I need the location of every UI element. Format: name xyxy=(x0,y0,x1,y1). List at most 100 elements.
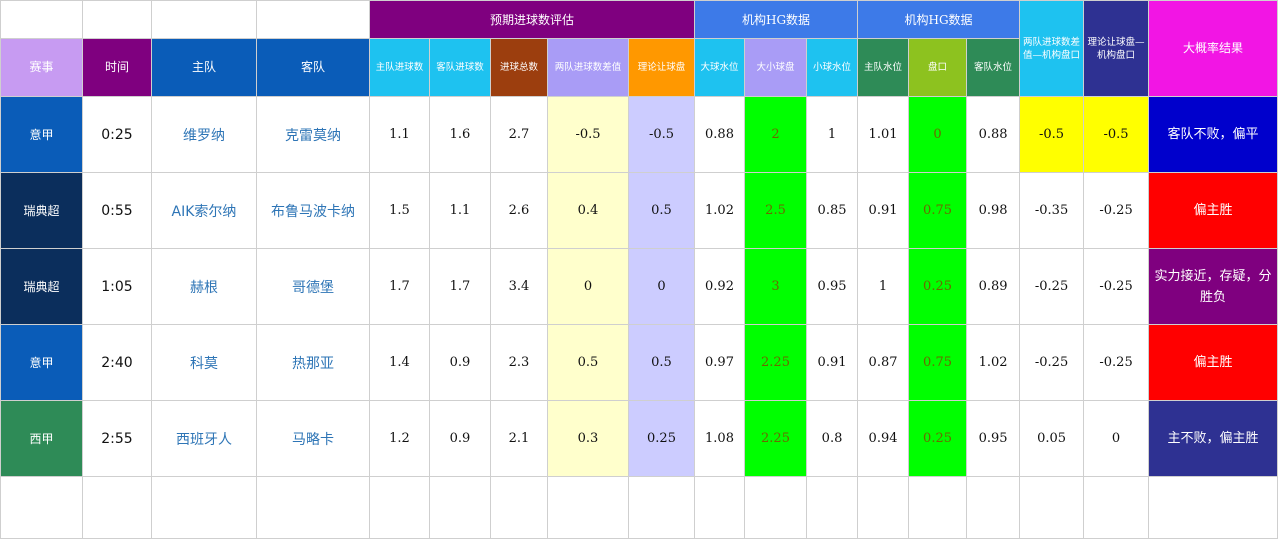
home-goals-cell: 1.5 xyxy=(369,172,430,249)
handicap-cell: 0 xyxy=(908,96,968,173)
time-cell: 1:05 xyxy=(82,248,152,325)
theory-minus-line-cell: -0.25 xyxy=(1083,172,1150,249)
blank-cell xyxy=(547,476,629,539)
home-goals-cell: 1.1 xyxy=(369,96,430,173)
away-team-cell: 热那亚 xyxy=(256,324,370,401)
goal-diff-cell: -0.5 xyxy=(547,96,629,173)
blank-cell xyxy=(744,476,808,539)
away-goals-cell: 1.1 xyxy=(429,172,491,249)
away-odds-cell: 0.89 xyxy=(966,248,1021,325)
result-cell: 偏主胜 xyxy=(1148,172,1279,249)
group-expected-goals: 预期进球数评估 xyxy=(368,0,696,39)
col-handicap: 盘口 xyxy=(908,38,968,97)
goal-diff-cell: 0.5 xyxy=(547,324,629,401)
blank-cell xyxy=(806,476,859,539)
blank-cell xyxy=(151,476,257,539)
time-cell: 2:55 xyxy=(82,400,152,477)
under-odds-cell: 1 xyxy=(806,96,859,173)
away-team-cell: 哥德堡 xyxy=(256,248,370,325)
away-goals-cell: 0.9 xyxy=(429,400,491,477)
handicap-cell: 0.25 xyxy=(908,248,968,325)
col-league: 赛事 xyxy=(0,38,83,97)
home-odds-cell: 1.01 xyxy=(857,96,910,173)
league-cell: 瑞典超 xyxy=(0,248,83,325)
blank-cell xyxy=(256,476,370,539)
col-time: 时间 xyxy=(82,38,152,97)
result-cell: 偏主胜 xyxy=(1148,324,1279,401)
diff-minus-line-cell: -0.25 xyxy=(1019,248,1085,325)
away-goals-cell: 0.9 xyxy=(429,324,491,401)
goal-diff-cell: 0.4 xyxy=(547,172,629,249)
total-goals-cell: 2.3 xyxy=(490,324,548,401)
away-goals-cell: 1.6 xyxy=(429,96,491,173)
col-under-odds: 小球水位 xyxy=(806,38,859,97)
col-theory-minus-line: 理论让球盘— 机构盘口 xyxy=(1083,0,1150,97)
table-row: 意甲 2:40 科莫 热那亚 1.4 0.9 2.3 0.5 0.5 0.97 … xyxy=(0,324,1279,401)
blank-cell xyxy=(0,476,83,539)
col-away: 客队 xyxy=(256,38,370,97)
theory-minus-line-cell: -0.25 xyxy=(1083,324,1150,401)
over-odds-cell: 0.92 xyxy=(694,248,746,325)
blank-cell xyxy=(966,476,1021,539)
col-diff-minus-line: 两队进球数差 值—机构盘口 xyxy=(1019,0,1085,97)
total-goals-cell: 2.6 xyxy=(490,172,548,249)
blank-cell xyxy=(627,476,696,539)
under-odds-cell: 0.91 xyxy=(806,324,859,401)
ou-line-cell: 2.25 xyxy=(744,400,808,477)
table-row: 瑞典超 0:55 AIK索尔纳 布鲁马波卡纳 1.5 1.1 2.6 0.4 0… xyxy=(0,172,1279,249)
ou-line-cell: 2 xyxy=(744,96,808,173)
away-odds-cell: 0.95 xyxy=(966,400,1021,477)
blank-cell xyxy=(1148,476,1279,539)
table-row: 西甲 2:55 西班牙人 马略卡 1.2 0.9 2.1 0.3 0.25 1.… xyxy=(0,400,1279,477)
diff-minus-line-cell: -0.25 xyxy=(1019,324,1085,401)
blank-cell xyxy=(0,0,83,39)
col-result: 大概率结果 xyxy=(1148,0,1279,97)
col-home: 主队 xyxy=(151,38,257,97)
ou-line-cell: 2.5 xyxy=(744,172,808,249)
total-goals-cell: 2.1 xyxy=(490,400,548,477)
col-goal-diff: 两队进球数差值 xyxy=(547,38,629,97)
group-hg-ou: 机构HG数据 xyxy=(694,0,859,39)
blank-cell xyxy=(151,0,257,39)
goal-diff-cell: 0 xyxy=(547,248,629,325)
home-odds-cell: 1 xyxy=(857,248,910,325)
col-ou-line: 大小球盘 xyxy=(744,38,808,97)
home-odds-cell: 0.94 xyxy=(857,400,910,477)
time-cell: 0:55 xyxy=(82,172,152,249)
blank-cell xyxy=(857,476,910,539)
diff-minus-line-cell: -0.5 xyxy=(1019,96,1085,173)
home-odds-cell: 0.91 xyxy=(857,172,910,249)
theory-handicap-cell: 0 xyxy=(627,248,696,325)
group-header-row: 预期进球数评估 机构HG数据 机构HG数据 两队进球数差 值—机构盘口 理论让球盘… xyxy=(0,0,1279,97)
total-goals-cell: 3.4 xyxy=(490,248,548,325)
goal-diff-cell: 0.3 xyxy=(547,400,629,477)
col-home-goals: 主队进球数 xyxy=(369,38,430,97)
col-total-goals: 进球总数 xyxy=(490,38,548,97)
blank-cell xyxy=(1019,476,1085,539)
group-hg-handicap: 机构HG数据 xyxy=(857,0,1021,39)
away-goals-cell: 1.7 xyxy=(429,248,491,325)
away-odds-cell: 1.02 xyxy=(966,324,1021,401)
blank-cell xyxy=(908,476,968,539)
theory-handicap-cell: 0.5 xyxy=(627,172,696,249)
home-team-cell: 科莫 xyxy=(151,324,257,401)
col-home-odds: 主队水位 xyxy=(857,38,910,97)
col-theory-handicap: 理论让球盘 xyxy=(627,38,696,97)
league-cell: 意甲 xyxy=(0,96,83,173)
league-cell: 瑞典超 xyxy=(0,172,83,249)
home-team-cell: 赫根 xyxy=(151,248,257,325)
blank-cell xyxy=(429,476,491,539)
home-team-cell: 维罗纳 xyxy=(151,96,257,173)
blank-cell xyxy=(82,0,152,39)
home-goals-cell: 1.7 xyxy=(369,248,430,325)
table-row: 瑞典超 1:05 赫根 哥德堡 1.7 1.7 3.4 0 0 0.92 3 0… xyxy=(0,248,1279,325)
handicap-cell: 0.25 xyxy=(908,400,968,477)
column-header-row: 赛事 时间 主队 客队 主队进球数 客队进球数 进球总数 两队进球数差值 理论让… xyxy=(0,38,1278,97)
empty-row xyxy=(0,476,1279,539)
league-cell: 西甲 xyxy=(0,400,83,477)
over-odds-cell: 0.97 xyxy=(694,324,746,401)
blank-cell xyxy=(694,476,746,539)
theory-minus-line-cell: -0.5 xyxy=(1083,96,1150,173)
under-odds-cell: 0.95 xyxy=(806,248,859,325)
